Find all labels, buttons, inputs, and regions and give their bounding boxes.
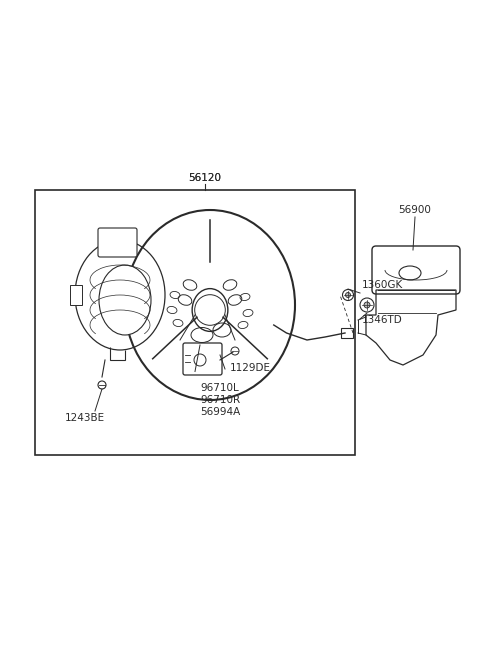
- FancyBboxPatch shape: [98, 228, 137, 257]
- Ellipse shape: [99, 265, 151, 335]
- Text: 56994A: 56994A: [200, 407, 240, 417]
- Text: 1360GK: 1360GK: [362, 280, 403, 290]
- FancyBboxPatch shape: [183, 343, 222, 375]
- Text: 56900: 56900: [398, 205, 432, 215]
- FancyBboxPatch shape: [372, 246, 460, 294]
- Text: 1243BE: 1243BE: [65, 413, 105, 423]
- Circle shape: [346, 293, 350, 297]
- FancyBboxPatch shape: [70, 285, 82, 305]
- Bar: [35, 190, 355, 455]
- Text: 56120: 56120: [189, 173, 221, 183]
- Text: 1346TD: 1346TD: [362, 315, 403, 325]
- Text: 56120: 56120: [189, 173, 221, 183]
- Circle shape: [364, 302, 370, 308]
- Text: 1129DE: 1129DE: [230, 363, 271, 373]
- FancyBboxPatch shape: [341, 328, 353, 338]
- Text: 96710R: 96710R: [200, 395, 240, 405]
- Text: 96710L: 96710L: [200, 383, 239, 393]
